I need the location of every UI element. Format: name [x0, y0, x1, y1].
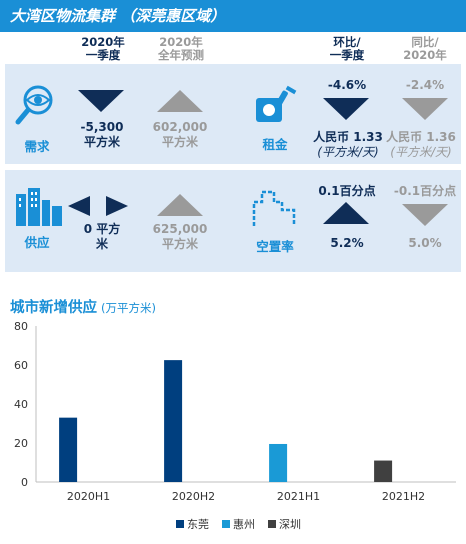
demand-q1-down-arrow-icon — [78, 90, 124, 112]
vacancy-yoy-down-arrow-icon — [402, 204, 448, 226]
rent-yoy-change: -2.4% — [405, 78, 445, 92]
header-q1-2020: 2020年 一季度 — [81, 35, 125, 62]
legend-swatch — [176, 520, 184, 528]
header-qoq: 环比/一季度 — [329, 35, 365, 62]
supply-fy-unit: 平方米 — [161, 237, 198, 251]
supply-flat-arrow-icon — [68, 196, 128, 216]
empty-building-icon — [252, 190, 296, 226]
demand-q1-unit: 平方米 — [83, 135, 120, 149]
supply-q1-unit: 米 — [95, 237, 108, 251]
y-tick-label: 60 — [14, 359, 28, 372]
vacancy-label: 空置率 — [256, 239, 294, 254]
rent-label: 租金 — [262, 137, 288, 152]
legend-swatch — [222, 520, 230, 528]
eye-magnifier-icon — [15, 85, 53, 125]
bar-惠州-2021H1 — [269, 443, 288, 482]
legend-swatch — [268, 520, 276, 528]
demand-fy-value: 602,000 — [152, 120, 208, 134]
legend-label: 惠州 — [233, 517, 255, 531]
rent-qoq-change: -4.6% — [327, 78, 367, 92]
bar-东莞-2020H2 — [164, 360, 183, 482]
chart-title: 城市新增供应 (万平方米) — [10, 300, 156, 316]
rent-yoy-down-arrow-icon — [402, 98, 448, 120]
header-yoy: 同比/2020年 — [403, 35, 447, 62]
demand-fy-unit: 平方米 — [161, 135, 198, 149]
vacancy-qoq-value: 5.2% — [330, 236, 364, 250]
vacancy-yoy-change: -0.1百分点 — [393, 184, 457, 198]
demand-label: 需求 — [24, 139, 50, 154]
demand-q1-value: -5,300 — [80, 120, 124, 134]
panel-demand-rent — [5, 64, 461, 164]
y-tick-label: 40 — [14, 398, 28, 411]
rent-qoq-down-arrow-icon — [323, 98, 369, 120]
supply-fy-value: 625,000 — [152, 222, 208, 236]
x-tick-label: 2021H2 — [382, 490, 425, 503]
x-tick-label: 2020H2 — [172, 490, 215, 503]
rent-yoy-value: 人民币 1.36 — [386, 130, 456, 144]
x-tick-label: 2021H1 — [277, 490, 320, 503]
supply-fy-up-arrow-icon — [157, 194, 203, 216]
y-tick-label: 0 — [21, 476, 28, 489]
bar-东莞-2020H1 — [59, 417, 78, 482]
supply-label: 供应 — [24, 235, 50, 250]
header-fy-2020: 2020年 全年预测 — [158, 35, 204, 62]
vacancy-yoy-value: 5.0% — [408, 236, 442, 250]
panel-supply-vacancy — [5, 170, 461, 272]
rent-qoq-value: 人民币 1.33 — [313, 130, 383, 144]
x-tick-label: 2020H1 — [67, 490, 110, 503]
rent-yoy-unit: (平方米/天) — [390, 145, 452, 159]
legend-label: 东莞 — [187, 518, 209, 531]
supply-q1-value: 0 平方 — [83, 222, 121, 236]
key-house-icon — [256, 85, 297, 122]
demand-fy-up-arrow-icon — [157, 90, 203, 112]
chart-unit: (万平方米) — [101, 301, 156, 315]
y-tick-label: 20 — [14, 437, 28, 450]
vacancy-qoq-up-arrow-icon — [323, 202, 369, 224]
bar-深圳-2021H2 — [374, 460, 393, 482]
y-tick-label: 80 — [14, 320, 28, 333]
new-supply-bar-chart: 0 20 40 60 80 2020H1 2020H2 2021H1 2021H2 东莞 惠州 深圳 — [14, 320, 456, 531]
banner-title: 大湾区物流集群 （深莞惠区域） — [0, 0, 466, 32]
rent-qoq-unit: (平方米/天) — [317, 145, 379, 159]
buildings-icon — [16, 188, 62, 226]
legend-label: 深圳 — [279, 518, 301, 531]
vacancy-qoq-change: 0.1百分点 — [318, 184, 376, 198]
